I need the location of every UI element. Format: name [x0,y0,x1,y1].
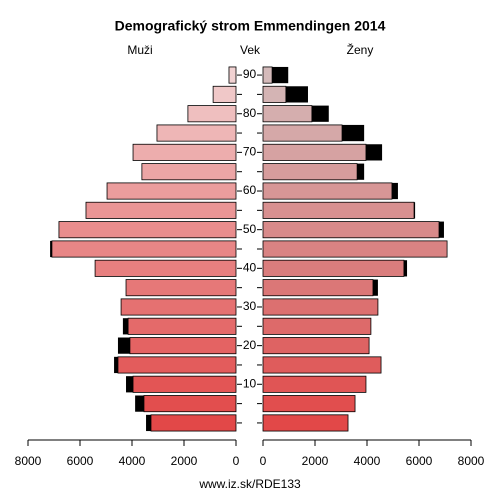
x-tick-label: 2000 [302,454,329,468]
female-bar [262,221,440,239]
male-bar [212,85,237,103]
male-bar [228,66,237,84]
y-tick-label: 30 [243,299,257,313]
y-tick-label: 40 [243,260,257,274]
female-extra-bar [285,86,308,103]
male-bar [132,143,237,161]
x-tick-label: 4000 [354,454,381,468]
male-bar [127,317,237,335]
center-label: Vek [240,43,261,57]
female-extra-bar [365,144,383,161]
male-extra-bar [146,414,151,432]
male-extra-bar [135,395,144,412]
female-bar [262,124,343,142]
left-label: Muži [127,43,152,57]
y-tick-label: 90 [243,67,257,81]
male-extra-bar [126,376,134,393]
female-bar [262,414,349,432]
female-bar [262,201,415,219]
female-bar [262,105,313,123]
female-extra-bar [439,221,444,238]
female-extra-bar [414,202,416,219]
male-bar [51,240,237,258]
chart-title: Demografický strom Emmendingen 2014 [115,18,386,34]
female-extra-bar [272,66,289,84]
male-bar [132,375,237,393]
female-bar [262,240,448,258]
male-extra-bar [117,337,130,354]
male-bar [106,182,237,200]
female-bar [262,356,382,374]
x-tick-label: 0 [233,454,240,468]
y-tick-label: 10 [243,376,257,390]
x-tick-label: 2000 [171,454,198,468]
male-bar [129,337,237,355]
female-extra-bar [342,124,365,142]
footer: www.iz.sk/RDE133 [198,477,301,491]
female-extra-bar [311,105,329,122]
male-bar [156,124,237,142]
x-tick-label: 0 [260,454,267,468]
female-extra-bar [403,260,408,277]
male-extra-bar [122,318,129,335]
male-bar [187,105,237,123]
male-bar [150,414,237,432]
y-tick-label: 80 [243,106,257,120]
female-bar [262,163,358,181]
male-bar [58,221,237,239]
male-extra-bar [50,240,52,258]
x-tick-label: 4000 [119,454,146,468]
female-bar [262,259,405,277]
right-label: Ženy [347,42,374,57]
y-tick-label: 70 [243,145,257,159]
x-tick-label: 8000 [15,454,42,468]
female-bar [262,317,372,335]
male-bar [85,201,237,219]
x-tick-label: 6000 [406,454,433,468]
female-extra-bar [357,163,365,180]
male-bar [120,298,237,316]
female-bar [262,143,367,161]
y-tick-label: 60 [243,183,257,197]
female-bar [262,85,287,103]
male-bar [117,356,237,374]
male-extra-bar [114,356,118,374]
female-bar [262,298,379,316]
male-bar [141,163,237,181]
male-bar [125,279,237,297]
female-bar [262,375,367,393]
female-bar [262,279,374,297]
female-bar [262,395,356,413]
female-bar [262,337,370,355]
x-tick-label: 8000 [458,454,485,468]
y-tick-label: 20 [243,338,257,352]
female-extra-bar [372,279,378,296]
female-extra-bar [391,182,398,200]
x-tick-label: 6000 [67,454,94,468]
female-bar [262,66,273,84]
female-bar [262,182,393,200]
y-tick-label: 50 [243,222,257,236]
male-bar [143,395,237,413]
male-bar [94,259,237,277]
